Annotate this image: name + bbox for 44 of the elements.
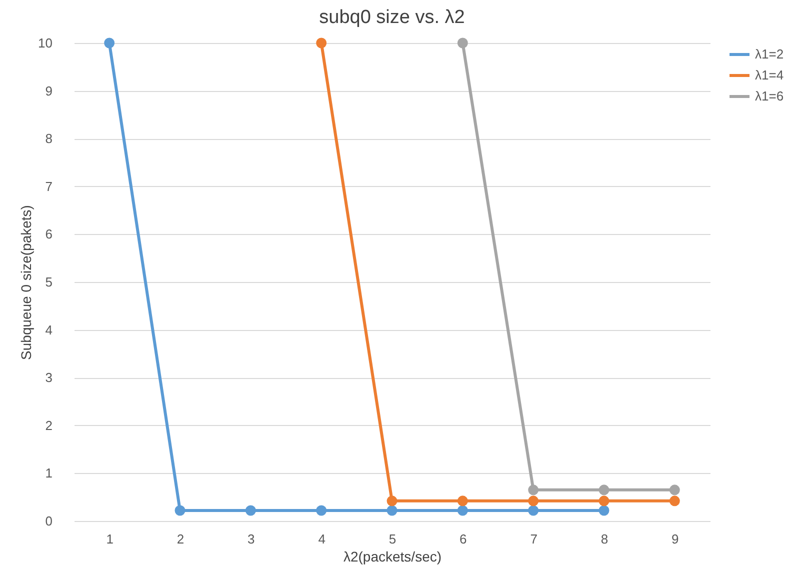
chart-title: subq0 size vs. λ2 [319, 7, 465, 28]
legend-label: λ1=2 [755, 46, 784, 62]
point [598, 484, 610, 496]
y-tick-label: 10 [38, 36, 52, 50]
point [528, 484, 539, 496]
x-tick-label: 2 [176, 532, 184, 546]
point [457, 38, 468, 48]
y-axis-title: Subqueue 0 size(pakets) [18, 205, 34, 360]
point [669, 484, 680, 496]
point [598, 505, 610, 516]
x-tick-label: 4 [318, 532, 326, 546]
x-tick-label: 5 [388, 532, 396, 546]
point [528, 505, 539, 516]
y-tick-label: 4 [45, 322, 52, 338]
point [316, 38, 327, 48]
point [316, 505, 327, 516]
y-tick-label: 0 [45, 514, 52, 528]
point [174, 505, 186, 516]
y-tick-label: 6 [45, 226, 52, 242]
x-tick-label: 6 [460, 532, 467, 546]
x-tick-label: 3 [248, 532, 255, 546]
y-tick-label: 3 [45, 370, 52, 386]
x-tick-label: 1 [106, 532, 114, 546]
point [598, 496, 610, 506]
point [669, 496, 680, 506]
point [457, 496, 468, 506]
y-tick-label: 1 [45, 466, 52, 481]
x-tick-label: 7 [530, 532, 538, 546]
y-tick-label: 5 [45, 274, 52, 290]
point [386, 496, 398, 506]
y-tick-label: 8 [45, 131, 52, 146]
x-tick-label: 8 [600, 532, 608, 546]
y-tick-label: 9 [45, 83, 52, 98]
x-axis-title: λ2(packets/sec) [343, 548, 442, 564]
point [245, 505, 256, 516]
point [104, 38, 115, 48]
point [528, 496, 539, 506]
legend-label: λ1=6 [755, 88, 784, 104]
x-tick-label: 9 [672, 532, 679, 546]
point [457, 505, 468, 516]
legend-label: λ1=4 [755, 68, 784, 82]
y-tick-label: 7 [45, 178, 52, 194]
point [386, 505, 398, 516]
y-tick-label: 2 [45, 418, 52, 433]
